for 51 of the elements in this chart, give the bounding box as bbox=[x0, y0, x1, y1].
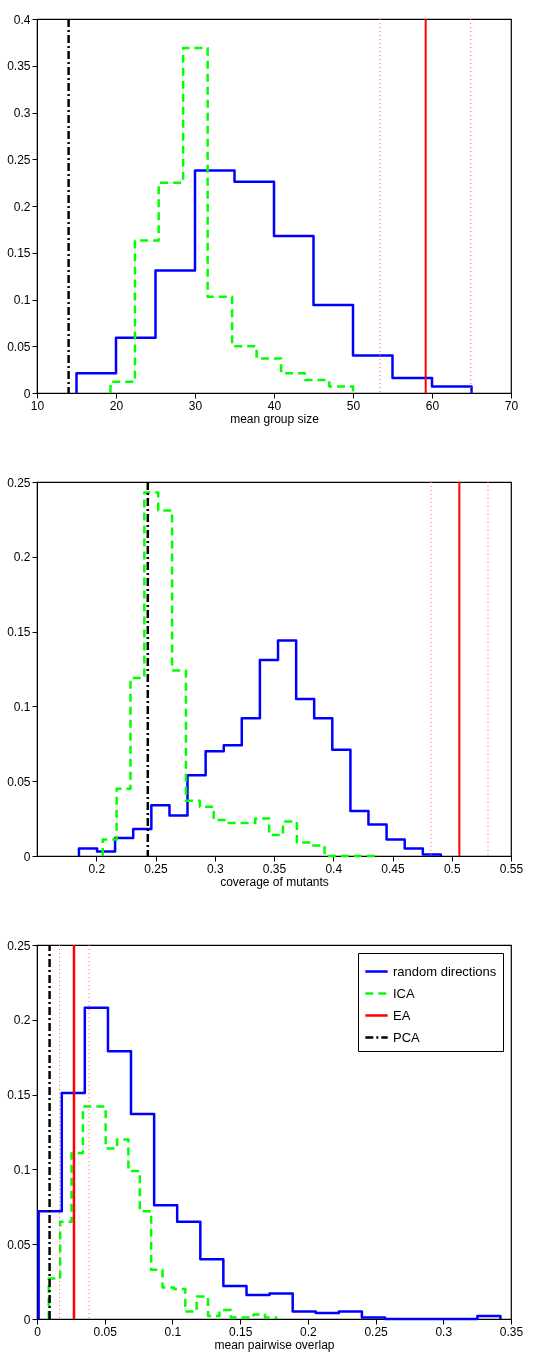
x-tick-label: 50 bbox=[346, 398, 361, 413]
x-axis-title: coverage of mutants bbox=[220, 874, 329, 889]
x-tick-label: 60 bbox=[425, 398, 440, 413]
y-tick-label: 0.15 bbox=[7, 1088, 31, 1103]
x-tick-label: 0 bbox=[34, 1324, 42, 1339]
x-tick-label: 10 bbox=[30, 398, 45, 413]
x-tick-label: 0.3 bbox=[206, 861, 224, 876]
y-tick-label: 0 bbox=[23, 849, 31, 864]
x-tick-label: 20 bbox=[109, 398, 124, 413]
x-tick-label: 0.25 bbox=[364, 1324, 389, 1339]
y-tick-label: 0.2 bbox=[13, 199, 31, 214]
x-tick-label: 30 bbox=[188, 398, 203, 413]
x-axis-title: mean group size bbox=[230, 411, 320, 426]
y-tick-label: 0.1 bbox=[13, 1162, 31, 1177]
x-tick-label: 0.1 bbox=[164, 1324, 182, 1339]
x-tick-label: 0.4 bbox=[325, 861, 343, 876]
y-tick-label: 0.3 bbox=[13, 106, 31, 120]
legend-label: PCA bbox=[393, 1029, 421, 1045]
x-axis-title: mean pairwise overlap bbox=[214, 1337, 335, 1352]
x-tick-label: 0.45 bbox=[381, 861, 405, 876]
y-tick-label: 0.2 bbox=[13, 1013, 31, 1028]
legend-label: random directions bbox=[393, 963, 497, 979]
y-tick-label: 0.25 bbox=[7, 475, 31, 490]
y-tick-label: 0.15 bbox=[7, 625, 31, 640]
x-tick-label: 0.25 bbox=[144, 861, 168, 876]
y-tick-label: 0 bbox=[23, 386, 31, 401]
y-tick-label: 0.25 bbox=[7, 152, 31, 167]
x-tick-label: 0.15 bbox=[228, 1324, 253, 1339]
y-tick-label: 0.05 bbox=[7, 1237, 31, 1252]
x-tick-label: 0.35 bbox=[499, 1324, 524, 1339]
x-tick-label: 0.3 bbox=[435, 1324, 453, 1339]
x-tick-label: 0.55 bbox=[499, 861, 524, 876]
y-tick-label: 0.1 bbox=[13, 699, 31, 714]
x-tick-label: 0.05 bbox=[93, 1324, 118, 1339]
y-tick-label: 0.15 bbox=[7, 246, 31, 261]
x-tick-label: 0.2 bbox=[88, 861, 106, 876]
y-tick-label: 0.05 bbox=[7, 774, 31, 789]
legend-label: EA bbox=[393, 1007, 411, 1023]
x-tick-label: 0.5 bbox=[443, 861, 461, 876]
y-tick-label: 0.25 bbox=[7, 938, 31, 953]
y-tick-label: 0.4 bbox=[13, 12, 31, 27]
x-tick-label: 0.2 bbox=[300, 1324, 318, 1339]
x-tick-label: 70 bbox=[504, 398, 519, 413]
x-tick-label: 0.35 bbox=[262, 861, 287, 876]
y-tick-label: 0.2 bbox=[13, 550, 31, 565]
x-tick-label: 40 bbox=[267, 398, 282, 413]
y-tick-label: 0.35 bbox=[7, 59, 31, 74]
legend-label: ICA bbox=[393, 985, 415, 1001]
y-tick-label: 0.05 bbox=[7, 339, 31, 354]
y-tick-label: 0.1 bbox=[13, 293, 31, 307]
y-tick-label: 0 bbox=[23, 1312, 31, 1327]
